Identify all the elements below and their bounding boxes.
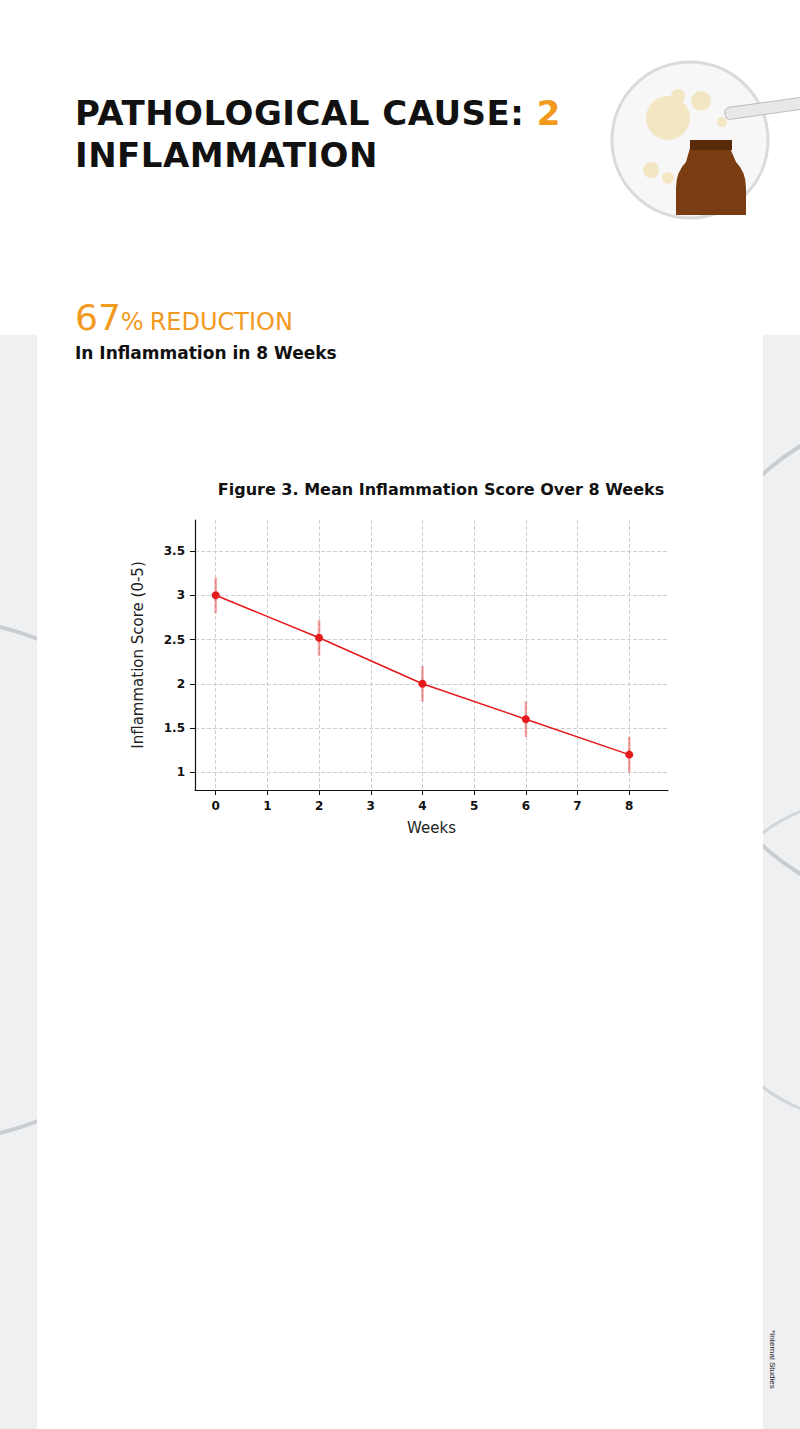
svg-text:5: 5 [470,799,478,813]
svg-text:2: 2 [315,799,323,813]
svg-text:3.5: 3.5 [164,544,185,558]
svg-text:6: 6 [522,799,530,813]
svg-text:0: 0 [211,799,219,813]
svg-text:7: 7 [573,799,581,813]
svg-text:8: 8 [625,799,633,813]
html-text:*Internal Studies: *Internal Studies [768,1330,777,1389]
svg-text:4: 4 [418,799,426,813]
svg-text:1.5: 1.5 [164,721,185,735]
html-text:INFLAMMATION: INFLAMMATION [75,135,378,175]
svg-text:3: 3 [177,588,185,602]
svg-text:2: 2 [177,677,185,691]
svg-text:1: 1 [263,799,271,813]
html-text:PATHOLOGICAL CAUSE: 2: PATHOLOGICAL CAUSE: 2 [75,93,561,133]
svg-text:Weeks: Weeks [407,819,456,837]
svg-text:1: 1 [177,765,185,779]
html-text:67% REDUCTION: 67% REDUCTION [75,297,293,338]
svg-text:2.5: 2.5 [164,633,185,647]
svg-text:3: 3 [367,799,375,813]
svg-text:Figure 3. Mean Inflammation Sc: Figure 3. Mean Inflammation Score Over 8… [218,480,664,499]
html-text:In Inflammation in 8 Weeks: In Inflammation in 8 Weeks [75,343,337,363]
svg-text:Inflammation Score (0-5): Inflammation Score (0-5) [129,561,147,748]
